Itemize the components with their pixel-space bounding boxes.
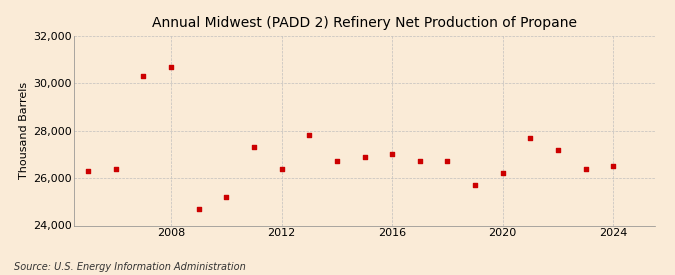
Point bbox=[442, 159, 453, 164]
Y-axis label: Thousand Barrels: Thousand Barrels bbox=[18, 82, 28, 179]
Point bbox=[553, 147, 564, 152]
Point bbox=[359, 155, 370, 159]
Point bbox=[304, 133, 315, 138]
Point bbox=[387, 152, 398, 156]
Point bbox=[165, 64, 176, 69]
Title: Annual Midwest (PADD 2) Refinery Net Production of Propane: Annual Midwest (PADD 2) Refinery Net Pro… bbox=[152, 16, 577, 31]
Point bbox=[248, 145, 259, 149]
Point bbox=[331, 159, 342, 164]
Point bbox=[525, 136, 536, 140]
Point bbox=[193, 207, 204, 211]
Point bbox=[414, 159, 425, 164]
Point bbox=[110, 166, 121, 171]
Point bbox=[138, 74, 148, 78]
Text: Source: U.S. Energy Information Administration: Source: U.S. Energy Information Administ… bbox=[14, 262, 245, 272]
Point bbox=[580, 166, 591, 171]
Point bbox=[82, 169, 93, 173]
Point bbox=[276, 166, 287, 171]
Point bbox=[221, 195, 232, 199]
Point bbox=[470, 183, 481, 187]
Point bbox=[608, 164, 619, 168]
Point bbox=[497, 171, 508, 175]
